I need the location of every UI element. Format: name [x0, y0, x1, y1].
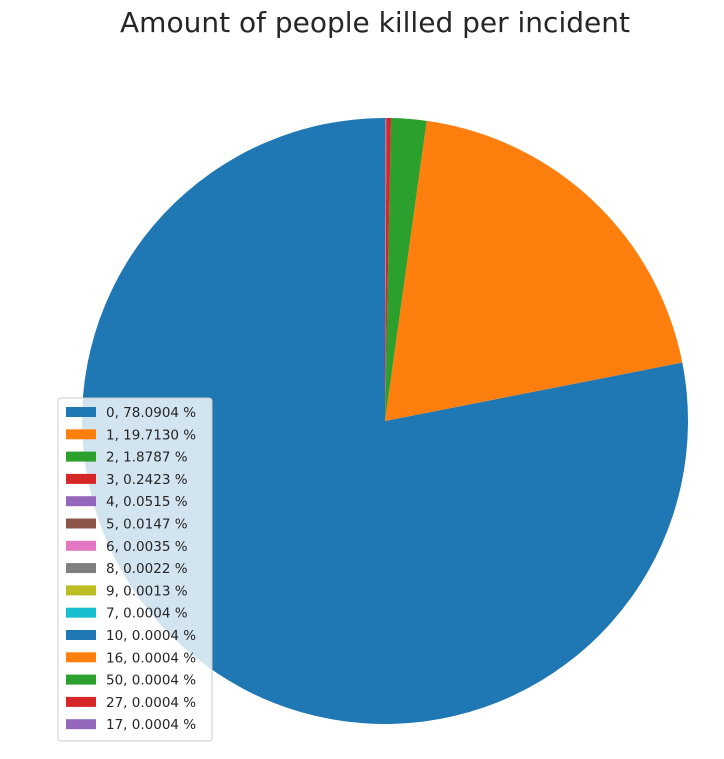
- legend-swatch-3: [66, 473, 96, 484]
- legend-swatch-9: [66, 607, 96, 618]
- legend: 0, 78.0904 % 1, 19.7130 % 2, 1.8787 % 3, 0.…: [57, 397, 213, 742]
- legend-swatch-0: [66, 407, 96, 417]
- legend-label-1: 1, 19.7130 %: [106, 427, 196, 443]
- pie-slice-0: [82, 118, 689, 725]
- pie-slice-2: [385, 118, 427, 422]
- legend-swatch-14: [66, 719, 96, 730]
- legend-swatch-5: [66, 518, 96, 529]
- legend-label-6: 6, 0.0035 %: [106, 539, 188, 555]
- legend-swatch-1: [66, 429, 96, 440]
- chart-title: Amount of people killed per incident: [120, 6, 630, 39]
- legend-label-7: 8, 0.0022 %: [106, 561, 188, 577]
- pie-slice-4: [385, 118, 387, 421]
- legend-label-8: 9, 0.0013 %: [106, 583, 188, 599]
- legend-swatch-8: [66, 585, 96, 596]
- legend-label-5: 5, 0.0147 %: [106, 517, 188, 533]
- pie-slice-3: [385, 118, 392, 421]
- legend-swatch-2: [66, 451, 96, 462]
- legend-label-10: 10, 0.0004 %: [106, 628, 196, 644]
- legend-swatch-7: [66, 563, 96, 574]
- legend-swatch-13: [66, 696, 96, 707]
- legend-label-0: 0, 78.0904 %: [106, 405, 196, 421]
- legend-label-13: 27, 0.0004 %: [106, 695, 196, 711]
- legend-label-3: 3, 0.2423 %: [106, 472, 188, 488]
- legend-label-12: 50, 0.0004 %: [106, 673, 196, 689]
- legend-swatch-11: [66, 652, 96, 663]
- legend-label-9: 7, 0.0004 %: [106, 606, 188, 622]
- legend-label-2: 2, 1.8787 %: [106, 450, 188, 466]
- legend-swatch-6: [66, 540, 96, 551]
- pie-slice-1: [385, 120, 683, 421]
- legend-swatch-4: [66, 496, 96, 507]
- legend-swatch-10: [66, 630, 96, 640]
- pie-slices: [82, 118, 689, 725]
- legend-box: [57, 397, 213, 742]
- legend-swatch-12: [66, 674, 96, 685]
- legend-label-11: 16, 0.0004 %: [106, 650, 196, 666]
- legend-label-14: 17, 0.0004 %: [106, 717, 196, 733]
- legend-label-4: 4, 0.0515 %: [106, 494, 188, 510]
